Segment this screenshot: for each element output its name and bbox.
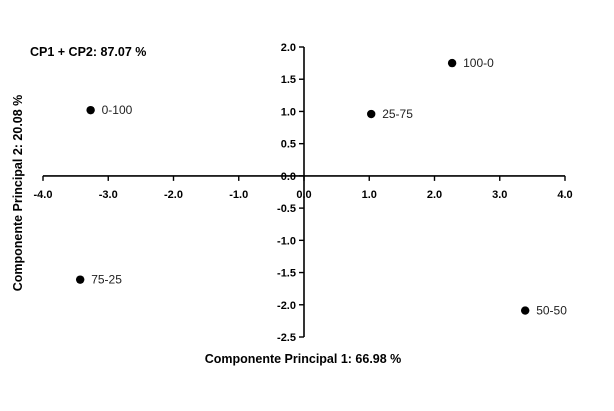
- y-tick-label: -2.5: [277, 332, 296, 344]
- y-tick-label: 0.5: [281, 139, 296, 151]
- y-tick-label: 2.0: [281, 42, 296, 54]
- y-axis-ticks: -2.5 -2.0 -1.5 -1.0 -0.5 0.0 0.5 1.0 1.5 2.0: [277, 42, 304, 344]
- y-tick-label: -1.0: [277, 235, 296, 247]
- data-point: [447, 58, 457, 68]
- data-point: [75, 275, 85, 284]
- y-axis-title: Componente Principal 2: 20.08 %: [11, 95, 25, 292]
- x-tick-label: 0.0: [296, 189, 311, 201]
- x-tick-label: -2.0: [164, 189, 183, 201]
- data-point: [520, 306, 530, 315]
- x-tick-label: -1.0: [229, 189, 248, 201]
- variance-annotation: CP1 + CP2: 87.07 %: [30, 45, 146, 59]
- data-point-label: 50-50: [536, 304, 567, 318]
- x-tick-label: -4.0: [34, 189, 53, 201]
- data-point: [367, 109, 376, 119]
- data-point: [86, 105, 95, 115]
- y-tick-label: -1.5: [277, 268, 296, 280]
- y-tick-label: -2.0: [277, 300, 296, 312]
- data-points: 100-0 0-100 25-75 75-25 50-50: [75, 56, 567, 318]
- x-axis-title: Componente Principal 1: 66.98 %: [205, 352, 402, 366]
- data-point-label: 100-0: [463, 56, 494, 70]
- x-tick-label: -3.0: [99, 189, 118, 201]
- y-tick-label: 0.0: [281, 171, 296, 183]
- x-tick-label: 2.0: [427, 189, 442, 201]
- y-tick-label: -0.5: [277, 203, 296, 215]
- x-tick-label: 1.0: [362, 189, 377, 201]
- y-tick-label: 1.5: [281, 74, 296, 86]
- data-point-label: 25-75: [382, 107, 413, 121]
- x-axis-ticks: -4.0 -3.0 -2.0 -1.0 0.0 1.0 2.0 3.0 4.0: [34, 175, 573, 201]
- x-tick-label: 4.0: [557, 189, 572, 201]
- x-tick-label: 3.0: [492, 189, 507, 201]
- data-point-label: 75-25: [91, 273, 122, 287]
- data-point-label: 0-100: [102, 103, 133, 117]
- y-tick-label: 1.0: [281, 106, 296, 118]
